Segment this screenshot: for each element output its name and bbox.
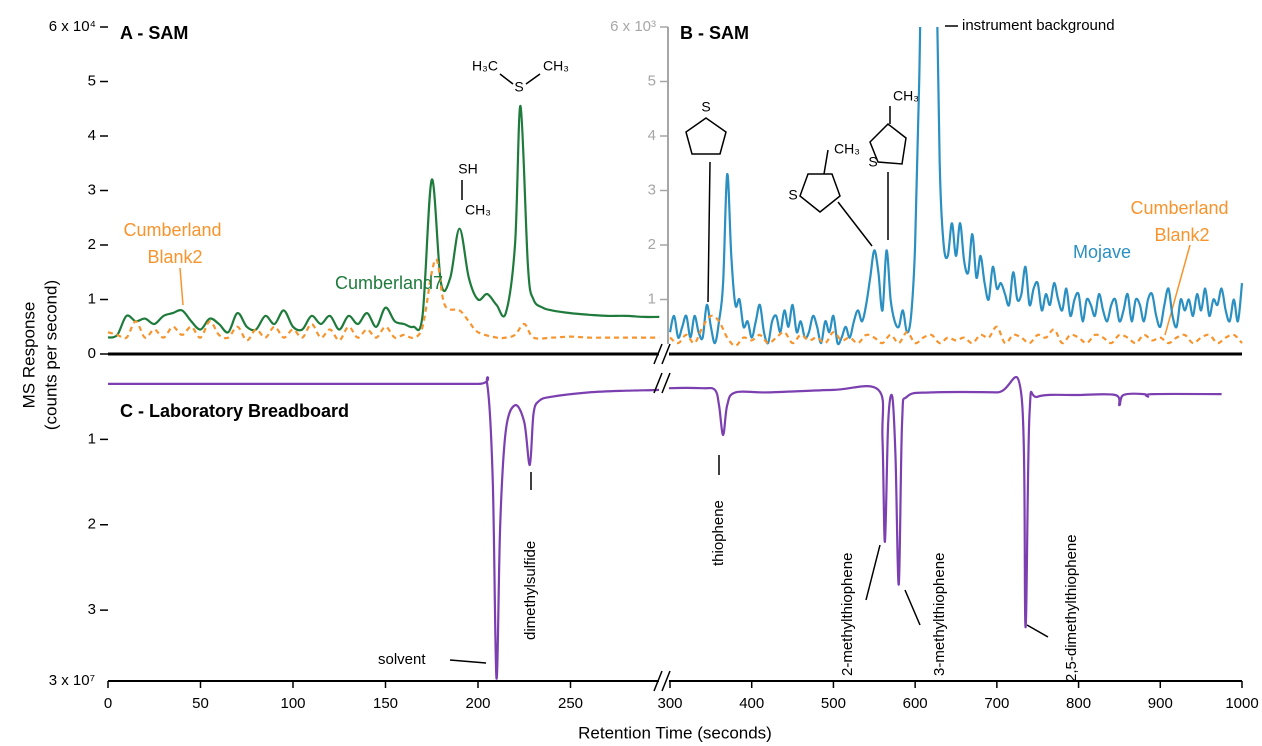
- legend-label: Cumberland Blank2: [1130, 198, 1233, 245]
- x-axis-label: Retention Time (seconds): [578, 723, 772, 742]
- series-line: [107, 104, 660, 339]
- y-tick-label: 2: [648, 236, 656, 253]
- bond: [823, 149, 829, 175]
- leader-line: [1026, 624, 1049, 638]
- panel-title: C - Laboratory Breadboard: [120, 401, 349, 421]
- legend-label: Cumberland Blank2: [123, 220, 226, 267]
- annotation: solvent: [378, 651, 426, 668]
- y-tick-label: 1: [648, 290, 656, 307]
- bond: [499, 73, 514, 85]
- annotation: S: [788, 187, 797, 203]
- leader-line: [865, 544, 881, 601]
- y-axis-label: MS Response: [19, 302, 38, 409]
- y-axis-end-label: 3 x 10⁷: [49, 672, 95, 689]
- y-tick-label: 3: [88, 181, 96, 198]
- y-axis-label: (counts per second): [41, 280, 60, 430]
- y-tick-label: 4: [88, 127, 96, 144]
- clipped-series: [668, 27, 1244, 347]
- x-tick-label: 400: [739, 695, 764, 712]
- y-tick-label: 5: [648, 72, 656, 89]
- series-line: [107, 258, 660, 342]
- annotation: S: [514, 79, 523, 95]
- x-tick-label: 250: [558, 695, 583, 712]
- x-tick-label: 600: [903, 695, 928, 712]
- x-tick-label: 100: [280, 695, 305, 712]
- x-tick-label: 0: [104, 695, 112, 712]
- legend-label: Mojave: [1073, 242, 1131, 262]
- leader-line: [179, 267, 184, 306]
- y-tick-label: 1: [88, 290, 96, 307]
- methylthiophene-structure: [799, 173, 841, 213]
- y-tick-label: 4: [648, 127, 656, 144]
- y-tick-label: 0: [88, 345, 96, 362]
- legend-label: Cumberland7: [335, 273, 443, 293]
- series-line: [668, 27, 1244, 346]
- annotation: 2-methylthiophene: [839, 553, 856, 676]
- leader-line: [1164, 244, 1191, 336]
- annotation: S: [701, 99, 710, 115]
- bond: [525, 73, 541, 85]
- series-line: [669, 314, 1243, 347]
- annotation: CH₃: [543, 58, 569, 74]
- y-tick-label: 1: [88, 430, 96, 447]
- y-tick-label: 2: [88, 236, 96, 253]
- methylthiophene-structure: [869, 123, 907, 165]
- x-tick-label: 1000: [1225, 695, 1258, 712]
- panel-title: B - SAM: [680, 23, 749, 43]
- leader-line: [707, 161, 711, 303]
- thiophene-structure: [685, 117, 727, 155]
- layout: [108, 25, 1242, 682]
- leader-line: [904, 589, 921, 626]
- x-tick-label: 50: [192, 695, 209, 712]
- x-tick-label: 900: [1148, 695, 1173, 712]
- y-tick-label: 6 x 10⁴: [49, 18, 96, 35]
- y-tick-label: 3: [648, 181, 656, 198]
- annotation: 3-methylthiophene: [931, 553, 948, 676]
- annotation: CH₃: [465, 202, 491, 218]
- leader-line: [449, 659, 487, 664]
- x-tick-label: 500: [821, 695, 846, 712]
- annotation: CH₃: [834, 141, 860, 157]
- y-tick-label: 5: [88, 72, 96, 89]
- y-tick-label: 6 x 10³: [610, 18, 656, 35]
- x-tick-label: 700: [984, 695, 1009, 712]
- x-tick-label: 800: [1066, 695, 1091, 712]
- panel-title: A - SAM: [120, 23, 188, 43]
- axis-break: [653, 343, 671, 692]
- annotation: S: [868, 154, 877, 170]
- annotation: 2,5-dimethylthiophene: [1063, 534, 1080, 682]
- annotation: instrument background: [962, 17, 1115, 34]
- x-tick-label: 150: [373, 695, 398, 712]
- series-layer: [100, 26, 1244, 688]
- text-layer: A - SAM B - SAM C - Laboratory Breadboar…: [19, 17, 1258, 743]
- x-tick-label: 300: [657, 695, 682, 712]
- annotation: SH: [458, 161, 477, 177]
- series-line: [108, 376, 1222, 680]
- annotation: H₃C: [472, 58, 498, 74]
- annotation: CH₃: [893, 88, 919, 104]
- annotation: thiophene: [710, 500, 727, 566]
- leader-line: [837, 201, 873, 247]
- x-tick-label: 200: [465, 695, 490, 712]
- y-tick-label: 3: [88, 601, 96, 618]
- y-tick-label: 2: [88, 516, 96, 533]
- annotation: dimethylsulfide: [522, 541, 539, 640]
